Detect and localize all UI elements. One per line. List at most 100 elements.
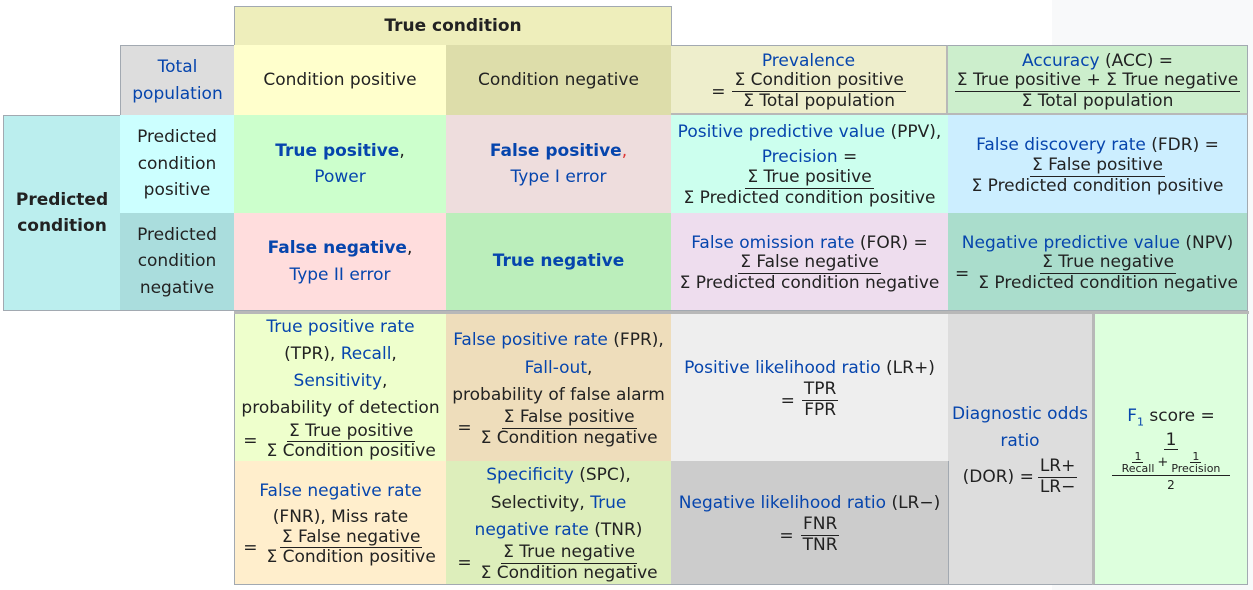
fpr-abbr: (FPR), <box>613 330 664 351</box>
dor-cell: Diagnostic odds ratio (DOR) = LR+ LR− <box>948 314 1093 585</box>
tnr-link[interactable]: True negative rate <box>474 492 627 540</box>
selectivity-text: Selectivity, <box>490 492 585 513</box>
lr-negative-link[interactable]: Negative likelihood ratio <box>678 492 887 513</box>
lr-positive-cell: Positive likelihood ratio (LR+) = TPR FP… <box>671 314 949 462</box>
f1-score-link[interactable]: F1 <box>1127 406 1145 429</box>
predicted-negative-label: Predicted condition negative <box>137 224 217 298</box>
false-negative-link[interactable]: False negative <box>267 238 407 259</box>
type-i-error-link[interactable]: Type I error <box>510 167 607 187</box>
recall-comma: , <box>391 343 397 364</box>
f1-divider <box>1112 475 1230 477</box>
false-negative-comma: , <box>406 238 413 259</box>
f1-plus: + <box>1157 454 1169 470</box>
spc-equals: = <box>457 552 472 573</box>
power-link[interactable]: Power <box>314 167 366 187</box>
precision-link[interactable]: Precision <box>761 146 838 167</box>
fdr-link[interactable]: False discovery rate <box>976 135 1146 156</box>
tnr-abbr: (TNR) <box>594 519 643 540</box>
false-positive-comma: , <box>621 140 628 161</box>
predicted-negative-header: Predicted condition negative <box>120 213 235 311</box>
fall-out-link[interactable]: Fall-out <box>524 357 587 378</box>
tpr-formula: Σ True positive Σ Condition positive <box>264 420 437 462</box>
section-divider <box>234 311 1249 314</box>
fdr-denominator: Σ Predicted condition positive <box>971 175 1224 196</box>
condition-negative-header: Condition negative <box>446 45 672 116</box>
recall-link[interactable]: Recall <box>340 343 392 364</box>
fdr-cell: False discovery rate (FDR) = Σ False pos… <box>948 115 1248 214</box>
prevalence-link[interactable]: Prevalence <box>761 50 856 71</box>
fnr-numerator: Σ False negative <box>279 526 423 549</box>
accuracy-abbr: (ACC) = <box>1105 50 1173 71</box>
lr-positive-denominator: FPR <box>804 400 837 421</box>
false-positive-cell: False positive, Type I error <box>446 115 672 214</box>
fnr-link[interactable]: False negative rate <box>259 480 422 501</box>
f1-score-cell: F1 score = 1 1 Recall + 1 Precision 2 <box>1092 314 1248 585</box>
fpr-formula: Σ False positive Σ Condition negative <box>479 408 660 448</box>
false-positive-link[interactable]: False positive <box>489 140 622 161</box>
spc-cell: Specificity (SPC), Selectivity, True neg… <box>446 461 672 585</box>
ppv-link[interactable]: Positive predictive value <box>677 122 886 143</box>
accuracy-cell: Accuracy (ACC) = Σ True positive + Σ Tru… <box>948 45 1248 116</box>
tpr-link[interactable]: True positive rate <box>266 316 415 337</box>
fdr-abbr: (FDR) = <box>1151 135 1219 156</box>
prevalence-cell: Prevalence = Σ Condition positive Σ Tota… <box>671 45 949 116</box>
accuracy-numerator: Σ True positive + Σ True negative <box>954 70 1241 93</box>
ppv-denominator: Σ Predicted condition positive <box>683 188 936 209</box>
total-population-cell[interactable]: Total population <box>120 45 235 116</box>
lr-positive-link[interactable]: Positive likelihood ratio <box>684 357 881 378</box>
npv-link[interactable]: Negative predictive value <box>961 232 1180 253</box>
dor-denominator: LR− <box>1039 476 1076 497</box>
lr-positive-abbr: (LR+) <box>886 357 935 378</box>
npv-abbr: (NPV) <box>1185 232 1234 253</box>
predicted-condition-label: Predicted condition <box>15 189 109 236</box>
condition-positive-label: Condition positive <box>263 69 417 90</box>
spc-denominator: Σ Condition negative <box>480 562 658 583</box>
lr-negative-cell: Negative likelihood ratio (LR−) = FNR TN… <box>671 461 949 585</box>
true-condition-label: True condition <box>384 15 522 36</box>
f1-score-suffix: score = <box>1149 406 1215 427</box>
total-population-link[interactable]: Total population <box>132 57 223 104</box>
npv-cell: Negative predictive value (NPV) = Σ True… <box>948 213 1248 311</box>
accuracy-formula: Σ True positive + Σ True negative Σ Tota… <box>954 70 1241 112</box>
ppv-numerator: Σ True positive <box>745 167 874 190</box>
fpr-link[interactable]: False positive rate <box>453 330 608 351</box>
type-ii-error-link[interactable]: Type II error <box>289 264 391 285</box>
sensitivity-comma: , <box>382 371 388 392</box>
predicted-positive-header: Predicted condition positive <box>120 115 235 214</box>
for-link[interactable]: False omission rate <box>691 232 855 253</box>
dor-link[interactable]: Diagnostic odds ratio <box>951 404 1089 451</box>
prevalence-numerator: Σ Condition positive <box>732 70 906 93</box>
tpr-numerator: Σ True positive <box>286 420 416 443</box>
for-formula: Σ False negative Σ Predicted condition n… <box>678 253 942 294</box>
f1-inner-sum: 1 Recall + 1 Precision <box>1122 451 1221 474</box>
accuracy-denominator: Σ Total population <box>1021 91 1174 112</box>
npv-equals: = <box>955 263 970 284</box>
tpr-equals: = <box>243 431 258 452</box>
fpr-extra: probability of false alarm <box>452 384 665 405</box>
accuracy-link[interactable]: Accuracy <box>1021 50 1100 71</box>
ppv-abbr: (PPV), <box>890 122 942 143</box>
condition-negative-label: Condition negative <box>478 69 639 90</box>
npv-numerator: Σ True negative <box>1040 252 1177 275</box>
fpr-denominator: Σ Condition negative <box>480 427 658 448</box>
npv-formula: Σ True negative Σ Predicted condition ne… <box>976 252 1240 293</box>
for-abbr: (FOR) = <box>859 232 928 253</box>
for-denominator: Σ Predicted condition negative <box>679 273 940 294</box>
true-negative-link[interactable]: True negative <box>492 251 625 272</box>
lr-negative-equals: = <box>779 525 794 546</box>
fnr-cell: False negative rate (FNR), Miss rate = Σ… <box>234 461 447 585</box>
true-positive-link[interactable]: True positive <box>275 140 400 161</box>
specificity-link[interactable]: Specificity <box>486 465 574 486</box>
dor-abbr: (DOR) = <box>962 467 1034 488</box>
tpr-extra: probability of detection <box>241 398 440 419</box>
fdr-formula: Σ False positive Σ Predicted condition p… <box>969 156 1225 196</box>
dor-numerator: LR+ <box>1037 456 1078 478</box>
false-negative-cell: False negative, Type II error <box>234 213 447 311</box>
sensitivity-link[interactable]: Sensitivity <box>293 371 383 392</box>
condition-positive-header: Condition positive <box>234 45 447 116</box>
tpr-cell: True positive rate (TPR), Recall, Sensit… <box>234 314 447 462</box>
f1-numerator: 1 <box>1165 429 1177 450</box>
lr-positive-formula: TPR FPR <box>801 380 839 421</box>
spc-formula: Σ True negative Σ Condition negative <box>479 541 660 583</box>
spc-numerator: Σ True negative <box>501 541 638 564</box>
